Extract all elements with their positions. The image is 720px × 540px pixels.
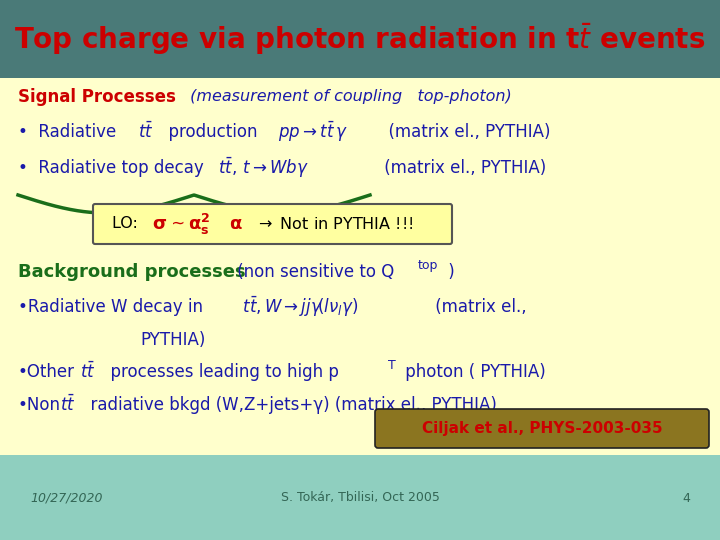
- Text: photon ( PYTHIA): photon ( PYTHIA): [400, 363, 546, 381]
- Text: (matrix el.,: (matrix el.,: [430, 298, 526, 316]
- Text: ): ): [443, 263, 455, 281]
- FancyBboxPatch shape: [375, 409, 709, 448]
- Text: Background processes: Background processes: [18, 263, 246, 281]
- FancyBboxPatch shape: [93, 204, 452, 244]
- Text: LO:: LO:: [112, 217, 148, 232]
- Bar: [0, 0, 720, 78]
- Text: 4: 4: [682, 491, 690, 504]
- Text: $\rightarrow$ Not in PYTHIA !!!: $\rightarrow$ Not in PYTHIA !!!: [245, 216, 413, 232]
- Text: processes leading to high p: processes leading to high p: [100, 363, 339, 381]
- Text: (non sensitive to Q: (non sensitive to Q: [232, 263, 395, 281]
- Text: (matrix el., PYTHIA): (matrix el., PYTHIA): [358, 159, 546, 177]
- Text: T: T: [388, 359, 396, 372]
- Text: Ciljak et al., PHYS-2003-035: Ciljak et al., PHYS-2003-035: [422, 422, 662, 436]
- Text: PYTHIA): PYTHIA): [140, 331, 205, 349]
- Text: $pp \rightarrow t\bar{t}\,\gamma$: $pp \rightarrow t\bar{t}\,\gamma$: [278, 120, 348, 144]
- Text: $\bf{\alpha}$: $\bf{\alpha}$: [224, 215, 243, 233]
- Text: (measurement of coupling   top-photon): (measurement of coupling top-photon): [185, 90, 512, 105]
- Text: $t\bar{t}$: $t\bar{t}$: [138, 122, 153, 142]
- Text: •Other: •Other: [18, 363, 75, 381]
- Text: $t\bar{t}$: $t\bar{t}$: [60, 395, 76, 415]
- Text: production: production: [158, 123, 258, 141]
- Text: •  Radiative top decay: • Radiative top decay: [18, 159, 204, 177]
- Text: $t\bar{t},\,t \rightarrow Wb\gamma$: $t\bar{t},\,t \rightarrow Wb\gamma$: [218, 156, 309, 180]
- Text: $t\bar{t},W \rightarrow jj\gamma\!\left(l\nu_l\gamma\right)$: $t\bar{t},W \rightarrow jj\gamma\!\left(…: [232, 295, 359, 319]
- Text: Top charge via photon radiation in t$\bar{t}$ events: Top charge via photon radiation in t$\ba…: [14, 21, 706, 57]
- Text: (matrix el., PYTHIA): (matrix el., PYTHIA): [378, 123, 551, 141]
- Text: radiative bkgd (W,Z+jets+γ) (matrix el., PYTHIA): radiative bkgd (W,Z+jets+γ) (matrix el.,…: [80, 396, 497, 414]
- Text: •Radiative W decay in: •Radiative W decay in: [18, 298, 203, 316]
- Text: $\bf{\alpha_s^2}$: $\bf{\alpha_s^2}$: [188, 212, 210, 237]
- Text: top: top: [418, 259, 438, 272]
- Text: $t\bar{t}$: $t\bar{t}$: [80, 362, 96, 382]
- Text: $\bf{\sigma}$: $\bf{\sigma}$: [152, 215, 167, 233]
- Text: ~: ~: [166, 215, 191, 233]
- Text: •Non: •Non: [18, 396, 61, 414]
- Text: S. Tokár, Tbilisi, Oct 2005: S. Tokár, Tbilisi, Oct 2005: [281, 491, 439, 504]
- Text: Signal Processes: Signal Processes: [18, 88, 176, 106]
- Text: •  Radiative: • Radiative: [18, 123, 116, 141]
- Text: 10/27/2020: 10/27/2020: [30, 491, 102, 504]
- Bar: [0, 455, 720, 540]
